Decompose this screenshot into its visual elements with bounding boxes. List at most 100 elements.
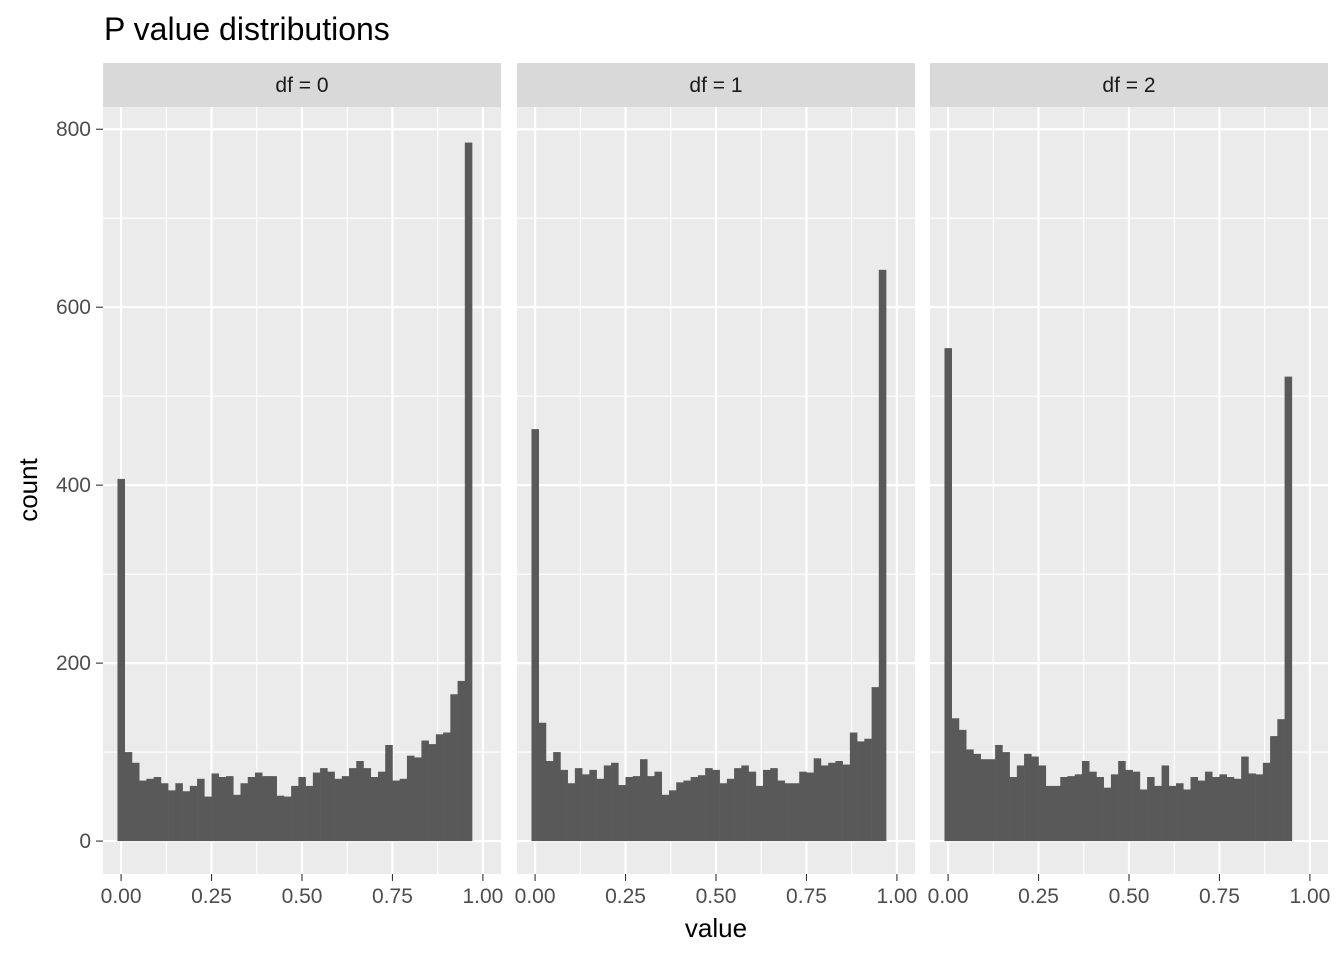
facet-strip-label: df = 2 bbox=[1102, 74, 1155, 97]
histogram-bar bbox=[1132, 771, 1141, 842]
y-axis: 0 200 400 600 800 bbox=[56, 118, 103, 853]
histogram-bar bbox=[799, 771, 807, 842]
histogram-bar bbox=[791, 783, 800, 842]
histogram-bar bbox=[878, 269, 887, 842]
histogram-bar bbox=[1002, 752, 1010, 842]
x-tick-label: 1.00 bbox=[876, 885, 917, 908]
histogram-bar bbox=[1045, 785, 1054, 842]
histogram-bar bbox=[233, 794, 241, 842]
histogram-bar bbox=[1147, 777, 1155, 842]
facet-strip bbox=[517, 63, 915, 107]
histogram-bar bbox=[582, 774, 590, 842]
histogram-bar bbox=[1212, 777, 1220, 842]
histogram-bar bbox=[1067, 776, 1076, 842]
histogram-bar bbox=[349, 768, 357, 842]
histogram-bar bbox=[864, 738, 872, 842]
histogram-bar bbox=[1284, 376, 1293, 842]
histogram-bar bbox=[240, 783, 249, 842]
histogram-bar bbox=[377, 771, 386, 842]
facet-strip bbox=[930, 63, 1328, 107]
histogram-bar bbox=[117, 478, 126, 842]
histogram-bar bbox=[661, 794, 670, 842]
histogram-bar bbox=[1204, 771, 1213, 842]
x-tick-label: 0.25 bbox=[1018, 885, 1059, 908]
histogram-bar bbox=[820, 765, 829, 842]
histogram-bar bbox=[334, 778, 343, 842]
histogram-bar bbox=[697, 775, 706, 842]
histogram-bar bbox=[1031, 756, 1039, 842]
histogram-bar bbox=[327, 771, 335, 842]
y-axis-title: count bbox=[13, 457, 43, 521]
histogram-bar bbox=[392, 780, 400, 842]
histogram-bar bbox=[218, 777, 227, 842]
histogram-bar bbox=[204, 796, 212, 842]
histogram-bar bbox=[726, 778, 735, 842]
histogram-bar bbox=[835, 760, 843, 842]
histogram-bar bbox=[574, 768, 583, 842]
x-tick-label: 0.25 bbox=[605, 885, 646, 908]
y-tick-label: 600 bbox=[56, 296, 91, 319]
histogram-bar bbox=[283, 796, 292, 842]
histogram-bar bbox=[276, 795, 285, 842]
histogram-bar bbox=[421, 740, 429, 842]
facet-strip bbox=[103, 63, 501, 107]
histogram-bar bbox=[1277, 719, 1285, 842]
x-tick-label: 0.50 bbox=[1109, 885, 1150, 908]
histogram-bar bbox=[632, 776, 641, 842]
histogram-bar bbox=[146, 778, 154, 842]
histogram-bar bbox=[538, 722, 547, 842]
facet-panels: df = 0 0.00 0.25 0.50 0.75 1.00 df = 1 0.00 0.25… bbox=[101, 63, 1330, 908]
histogram-bar bbox=[611, 762, 619, 842]
histogram-bar bbox=[770, 768, 778, 842]
histogram-bar bbox=[428, 744, 437, 842]
histogram-bar bbox=[341, 776, 350, 842]
histogram-bar bbox=[1081, 760, 1090, 842]
histogram-bar bbox=[958, 729, 967, 842]
histogram-bar bbox=[951, 718, 960, 842]
x-tick-label: 0.50 bbox=[696, 885, 737, 908]
histogram-bar bbox=[414, 757, 422, 842]
histogram-bar bbox=[966, 749, 974, 842]
histogram-bar bbox=[944, 348, 953, 842]
histogram-bar bbox=[589, 769, 597, 842]
histogram-bar bbox=[1103, 787, 1112, 842]
histogram-bar bbox=[1248, 773, 1256, 842]
x-tick-label: 0.00 bbox=[515, 885, 556, 908]
histogram-bar bbox=[1118, 760, 1126, 842]
histogram-bar bbox=[973, 753, 981, 842]
histogram-bar bbox=[305, 785, 314, 842]
histogram-bar bbox=[1233, 778, 1242, 842]
histogram-bar bbox=[1168, 785, 1177, 842]
histogram-bar bbox=[741, 765, 749, 842]
histogram-bar bbox=[356, 760, 364, 842]
histogram-bar bbox=[262, 776, 270, 842]
histogram-bar bbox=[1176, 783, 1184, 842]
facet-strip-label: df = 1 bbox=[689, 74, 742, 97]
histogram-bar bbox=[197, 778, 205, 842]
histogram-bar bbox=[763, 769, 771, 842]
histogram-bar bbox=[1139, 789, 1148, 842]
x-axis-title: value bbox=[685, 913, 747, 943]
histogram-bar bbox=[370, 777, 379, 842]
histogram-bar bbox=[1110, 774, 1119, 842]
x-tick-label: 0.75 bbox=[786, 885, 827, 908]
histogram-bar bbox=[1038, 765, 1047, 842]
histogram-bar bbox=[560, 769, 568, 842]
histogram-bar bbox=[1125, 769, 1133, 842]
histogram-bar bbox=[531, 429, 540, 842]
histogram-bar bbox=[748, 771, 757, 842]
histogram-bar bbox=[1226, 777, 1235, 842]
histogram-bar bbox=[712, 769, 720, 842]
histogram-bar bbox=[450, 694, 458, 842]
histogram-bar bbox=[211, 773, 220, 842]
histogram-bar bbox=[734, 768, 742, 842]
histogram-bar bbox=[312, 772, 321, 842]
histogram-bar bbox=[139, 780, 147, 842]
histogram-bar bbox=[1270, 736, 1278, 842]
x-tick-label: 0.00 bbox=[101, 885, 142, 908]
x-tick-label: 0.75 bbox=[372, 885, 413, 908]
histogram-bar bbox=[457, 680, 466, 842]
facet-panel-0: df = 0 0.00 0.25 0.50 0.75 1.00 bbox=[101, 63, 503, 908]
histogram-bar bbox=[168, 790, 176, 842]
histogram-bar bbox=[1009, 777, 1018, 842]
